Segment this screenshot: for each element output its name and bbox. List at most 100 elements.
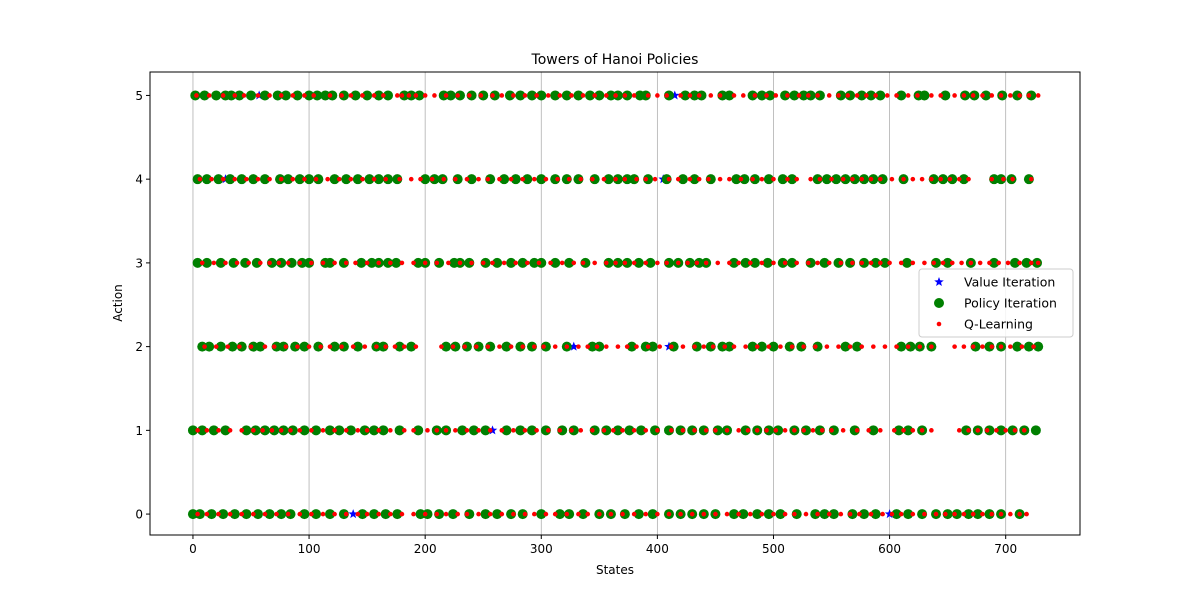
data-point	[663, 257, 674, 268]
data-point	[1030, 425, 1041, 436]
data-point	[622, 257, 633, 268]
data-point	[569, 93, 574, 98]
data-point	[355, 428, 361, 433]
data-point	[204, 428, 210, 433]
data-point	[276, 509, 287, 520]
data-point	[980, 90, 991, 101]
data-point	[594, 90, 605, 101]
data-point	[487, 428, 493, 433]
data-point	[278, 176, 284, 182]
data-point	[227, 341, 238, 352]
data-point	[194, 93, 199, 98]
data-point	[529, 257, 540, 268]
data-point	[550, 90, 561, 101]
data-point	[715, 260, 721, 266]
data-point	[453, 428, 458, 433]
data-point	[357, 509, 368, 520]
data-point	[478, 90, 489, 101]
data-point	[452, 174, 463, 185]
data-point	[759, 176, 765, 182]
data-point	[232, 176, 238, 182]
data-point	[836, 344, 841, 349]
data-point	[332, 428, 337, 433]
data-point	[655, 260, 660, 266]
data-point	[775, 509, 786, 520]
data-point	[849, 174, 860, 185]
data-point	[288, 428, 293, 433]
data-point	[276, 260, 282, 266]
data-point	[443, 93, 449, 98]
data-point	[845, 257, 856, 268]
data-point	[439, 344, 444, 349]
data-point	[376, 260, 382, 266]
data-point	[810, 509, 821, 520]
data-point	[461, 341, 472, 352]
data-point	[1031, 344, 1036, 349]
data-point	[854, 93, 860, 98]
data-point	[940, 260, 946, 266]
data-point	[532, 176, 537, 182]
data-point	[324, 257, 335, 268]
data-point	[724, 90, 735, 101]
data-point	[555, 176, 560, 182]
data-point	[669, 428, 674, 433]
data-point	[187, 509, 198, 520]
data-point	[369, 425, 380, 436]
data-point	[919, 90, 930, 101]
data-point	[399, 90, 410, 101]
data-point	[782, 260, 788, 266]
data-point	[592, 93, 597, 98]
data-point	[557, 428, 563, 433]
data-point	[251, 428, 256, 433]
data-point	[239, 428, 245, 433]
data-point	[541, 344, 546, 349]
data-point	[952, 93, 957, 98]
data-point	[724, 428, 730, 433]
data-point	[480, 260, 486, 266]
data-point	[448, 509, 459, 520]
data-point	[329, 341, 340, 352]
data-point	[485, 174, 496, 185]
data-point	[743, 344, 748, 349]
data-point	[388, 428, 393, 433]
data-point	[320, 511, 326, 517]
data-point	[910, 176, 916, 182]
data-point	[526, 341, 537, 352]
data-point	[636, 425, 647, 436]
data-point	[228, 257, 239, 268]
data-point	[1033, 341, 1044, 352]
data-point	[931, 257, 942, 268]
data-point	[569, 341, 579, 351]
data-point	[425, 428, 430, 433]
data-point	[873, 93, 878, 98]
data-point	[929, 176, 934, 182]
data-point	[833, 257, 844, 268]
data-point	[445, 90, 456, 101]
data-point	[756, 90, 767, 101]
data-point	[580, 93, 586, 98]
y-tick-label: 1	[135, 424, 143, 438]
data-point	[376, 428, 382, 433]
data-point	[327, 90, 338, 101]
data-point	[536, 90, 547, 101]
data-point	[989, 511, 995, 517]
data-point	[457, 425, 468, 436]
data-point	[868, 511, 874, 517]
data-point	[311, 425, 322, 436]
data-point	[324, 509, 335, 520]
y-tick-label: 0	[135, 508, 143, 522]
data-point	[476, 176, 481, 182]
data-point	[490, 260, 495, 266]
data-point	[915, 93, 920, 98]
data-point	[302, 176, 307, 182]
data-point	[297, 257, 308, 268]
data-point	[338, 257, 349, 268]
data-point	[236, 341, 247, 352]
data-point	[603, 174, 614, 185]
data-point	[374, 344, 379, 349]
data-point	[366, 257, 377, 268]
data-point	[229, 509, 240, 520]
data-point	[399, 93, 405, 98]
data-point	[297, 428, 303, 433]
